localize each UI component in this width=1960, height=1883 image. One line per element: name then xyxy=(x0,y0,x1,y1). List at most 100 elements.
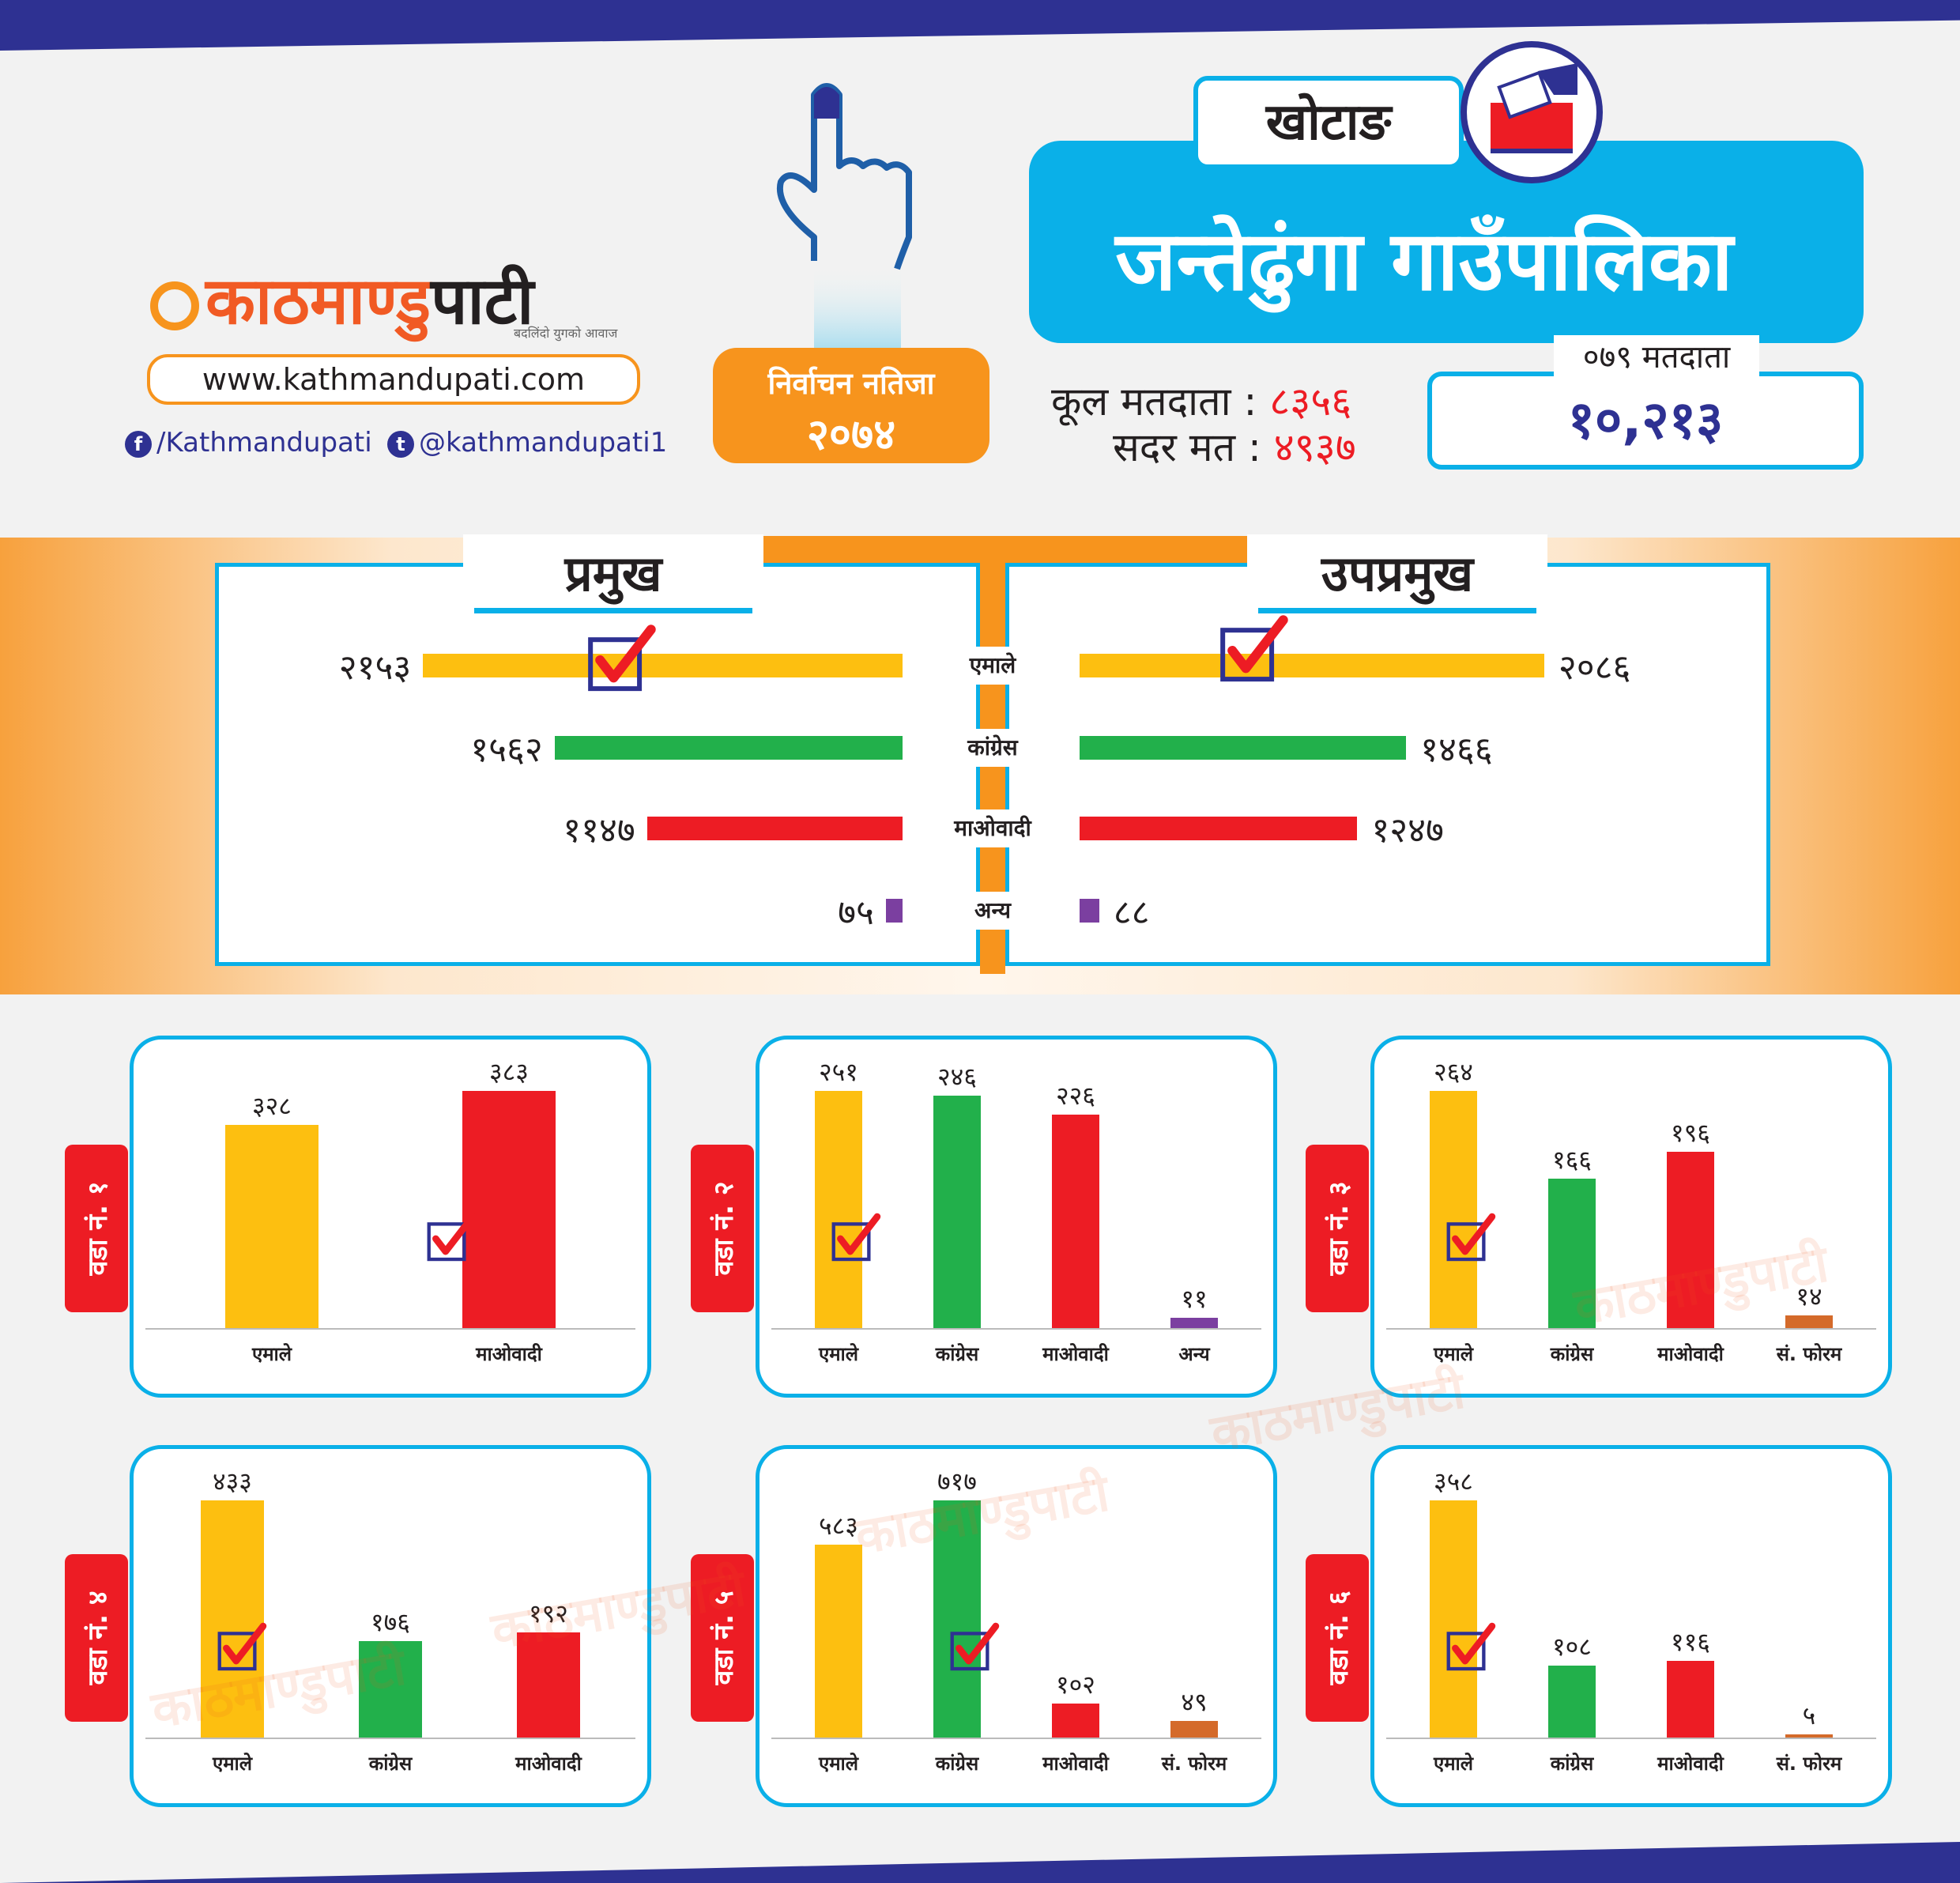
ward-bar xyxy=(1052,1114,1099,1328)
ward-party-label: एमाले xyxy=(818,1753,859,1775)
ward-label-tab: वडा नं. १ xyxy=(65,1145,128,1312)
mayor-value-cat-other: ७५ xyxy=(838,892,874,933)
ward-winner-check-icon xyxy=(217,1622,267,1671)
ward-bar xyxy=(1785,1315,1833,1328)
ward-winner-check-icon xyxy=(950,1622,1000,1671)
ward-bar-value: १६६ xyxy=(1552,1145,1592,1175)
mayor-bar-cat-congress xyxy=(554,736,903,760)
total-voters-value: ८३५६ xyxy=(1269,379,1352,425)
ward-party-label: माओवादी xyxy=(476,1343,542,1365)
ward-bar-value: २२६ xyxy=(1056,1080,1095,1111)
ward-baseline xyxy=(771,1738,1261,1739)
ward-label: वडा नं. १ xyxy=(82,1181,114,1276)
ward-bar xyxy=(1548,1179,1596,1328)
logo-text-1: काठमाण्डु xyxy=(205,264,431,339)
election-label: निर्वाचन नतिजा xyxy=(767,366,935,401)
website-url[interactable]: www.kathmandupati.com xyxy=(147,354,640,405)
ward-label: वडा नं. ३ xyxy=(1323,1181,1355,1276)
ward-card xyxy=(130,1036,651,1398)
ward-bar xyxy=(1430,1500,1477,1738)
ward-label-tab: वडा नं. ६ xyxy=(1306,1554,1369,1722)
ward-party-label: एमाले xyxy=(251,1343,292,1365)
ward-bar xyxy=(462,1091,556,1328)
bottom-band xyxy=(0,1842,1960,1883)
twitter-link[interactable]: t @kathmandupati1 xyxy=(387,427,667,458)
ward-label: वडा नं. ६ xyxy=(1323,1591,1355,1685)
ward-bar-value: ३५८ xyxy=(1434,1466,1473,1496)
deputy-bar-cat-uml xyxy=(1080,654,1544,677)
ward-baseline xyxy=(145,1738,635,1739)
ward-bar-value: १९६ xyxy=(1671,1118,1710,1149)
ward-bar-value: ३२८ xyxy=(252,1091,292,1122)
mayor-header-underline xyxy=(474,608,752,613)
ward-bar-value: ५८३ xyxy=(819,1511,858,1541)
party-label-cat-uml: एमाले xyxy=(937,647,1048,685)
ward-party-label: कांग्रेस xyxy=(935,1753,979,1775)
ward-party-label: सं. फोरम xyxy=(1776,1753,1842,1775)
ward-baseline xyxy=(1386,1328,1876,1330)
watermark-text-4b: पाटी xyxy=(660,1559,750,1631)
ward-party-label: एमाले xyxy=(212,1753,253,1775)
facebook-icon: f xyxy=(125,430,152,458)
ward-bar xyxy=(815,1545,862,1738)
ward-bar-value: १७६ xyxy=(371,1607,410,1638)
ward-bar xyxy=(1430,1091,1477,1328)
facebook-handle: /Kathmandupati xyxy=(156,427,372,458)
ward-bar xyxy=(933,1095,981,1328)
ward-baseline xyxy=(771,1328,1261,1330)
ward-label-tab: वडा नं. ४ xyxy=(65,1554,128,1722)
ward-bar xyxy=(1170,1721,1218,1738)
total-voters-colon: : xyxy=(1243,379,1257,425)
ward-bar-value: ७१७ xyxy=(937,1466,977,1496)
brand-logo: काठमाण्डुपाटी xyxy=(150,255,533,343)
deputy-header: उपप्रमुख xyxy=(1247,534,1547,613)
ward-winner-check-icon xyxy=(1446,1213,1496,1262)
total-voters: कूल मतदाता : ८३५६ xyxy=(1051,373,1351,427)
ward-bar-value: ३८३ xyxy=(489,1057,529,1087)
watermark-text-2b: पाटी xyxy=(1379,1361,1469,1433)
facebook-link[interactable]: f/Kathmandupati xyxy=(125,427,372,458)
deputy-header-underline xyxy=(1258,608,1536,613)
municipality-box xyxy=(1029,141,1864,343)
deputy-value-cat-congress: १४६६ xyxy=(1420,730,1493,770)
deputy-panel xyxy=(1005,563,1770,966)
ward-party-label: माओवादी xyxy=(1657,1343,1724,1365)
party-label-cat-other: अन्य xyxy=(937,892,1048,930)
mayor-winner-check-icon xyxy=(588,625,656,692)
ward-label-tab: वडा नं. ५ xyxy=(691,1554,754,1722)
election-year: २०७४ xyxy=(806,409,896,459)
party-label-cat-congress: कांग्रेस xyxy=(937,729,1048,767)
ward-winner-check-icon xyxy=(831,1213,881,1262)
ward-party-label: एमाले xyxy=(818,1343,859,1365)
valid-votes: सदर मत : ४९३७ xyxy=(1113,419,1356,473)
ward-party-label: एमाले xyxy=(1433,1343,1474,1365)
ward-party-label: माओवादी xyxy=(1042,1753,1109,1775)
valid-votes-label: सदर मत xyxy=(1113,425,1236,470)
ward-bar-value: २५१ xyxy=(819,1057,858,1087)
ward-bar xyxy=(225,1125,318,1328)
ward-winner-check-icon xyxy=(1446,1622,1496,1671)
ward-bar-value: ११६ xyxy=(1671,1626,1710,1657)
mayor-value-cat-congress: १५६२ xyxy=(470,730,543,770)
ballot-box-icon xyxy=(1461,41,1603,183)
connector-top xyxy=(759,536,1249,563)
ward-party-label: सं. फोरम xyxy=(1161,1753,1227,1775)
ward-label: वडा नं. ४ xyxy=(82,1591,114,1685)
mayor-bar-cat-uml xyxy=(423,654,903,677)
valid-votes-colon: : xyxy=(1248,425,1261,470)
voting-finger-icon xyxy=(776,83,912,348)
mayor-bar-cat-other xyxy=(885,899,903,923)
ward-party-label: कांग्रेस xyxy=(1550,1343,1594,1365)
ward-party-label: माओवादी xyxy=(515,1753,582,1775)
logo-text-2: पाटी xyxy=(430,264,534,339)
ward-bar xyxy=(815,1091,862,1328)
deputy-value-cat-other: ८८ xyxy=(1113,892,1150,933)
watermark-text-3b: पाटी xyxy=(1023,1464,1114,1536)
mayor-value-cat-uml: २१५३ xyxy=(338,647,412,688)
ward-party-label: सं. फोरम xyxy=(1776,1343,1842,1365)
election-result-badge: निर्वाचन नतिजा २०७४ xyxy=(713,348,989,463)
party-label-cat-maoist: माओवादी xyxy=(937,809,1048,847)
deputy-value-cat-maoist: १२४७ xyxy=(1371,810,1444,851)
ward-bar xyxy=(517,1632,580,1738)
ward-bar xyxy=(1548,1666,1596,1738)
